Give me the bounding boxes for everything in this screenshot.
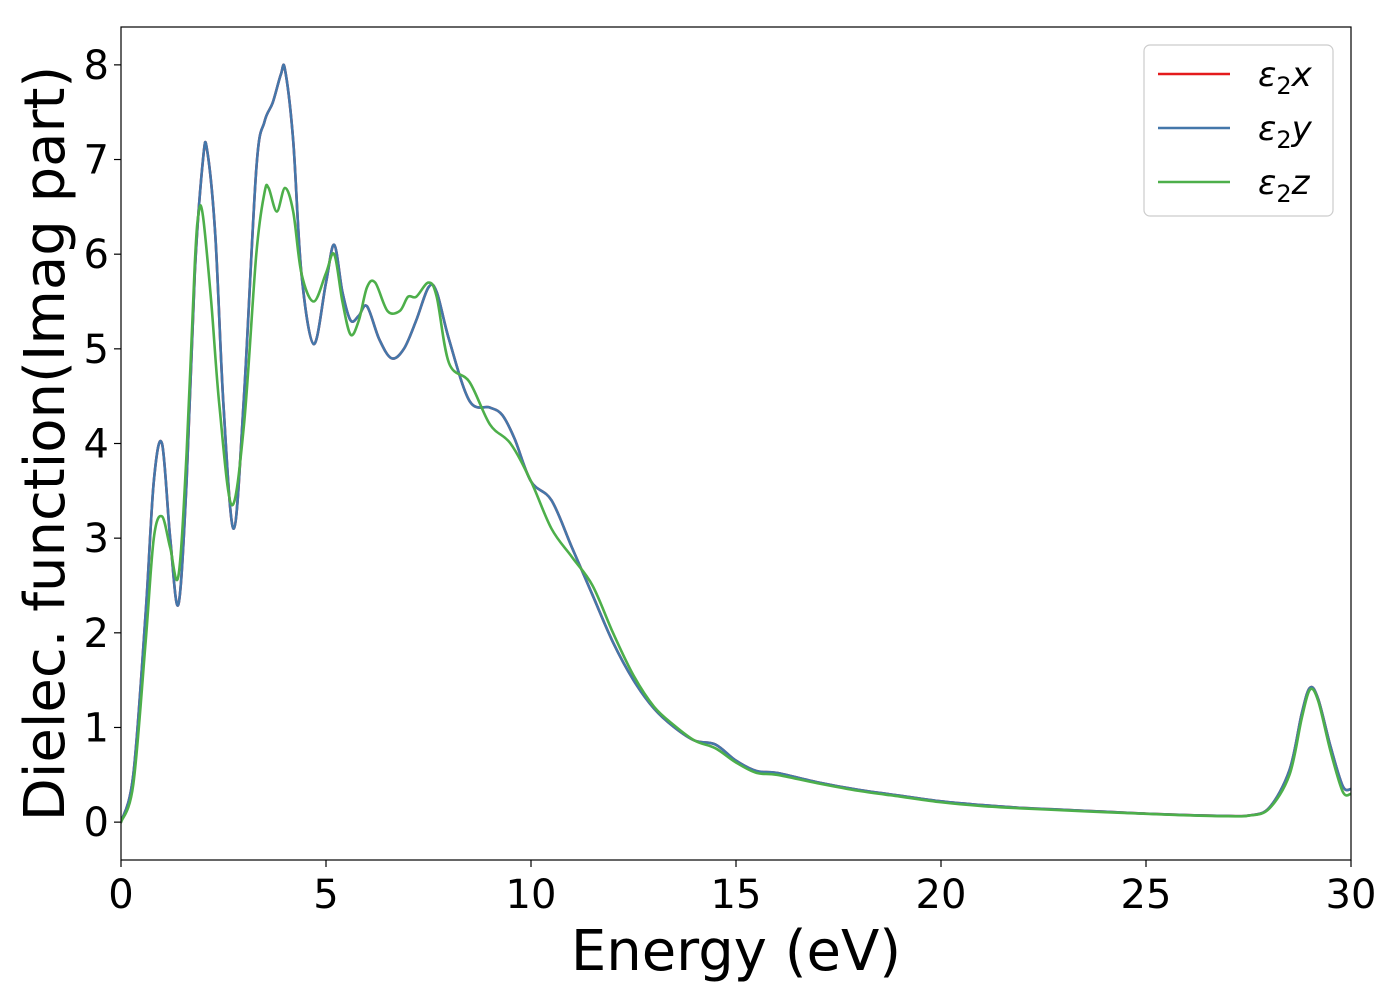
x-tick-label: 10 xyxy=(506,872,557,918)
y-tick-label: 4 xyxy=(84,422,109,468)
y-tick-label: 6 xyxy=(84,232,109,278)
y-tick-label: 0 xyxy=(84,800,109,846)
x-tick-label: 30 xyxy=(1326,872,1377,918)
x-tick-label: 25 xyxy=(1121,872,1172,918)
y-tick-label: 2 xyxy=(84,611,109,657)
x-tick-label: 20 xyxy=(916,872,967,918)
y-tick-label: 1 xyxy=(84,705,109,751)
y-tick-label: 3 xyxy=(84,516,109,562)
legend-label-z: ε2z xyxy=(1258,163,1311,208)
x-tick-label: 15 xyxy=(711,872,762,918)
legend-box xyxy=(1143,44,1334,217)
legend-label-x: ε2x xyxy=(1258,55,1313,100)
axes-layer: 0 5 10 15 20 25 30 0 1 2 3 4 5 6 7 8 xyxy=(84,26,1377,918)
x-tick-label: 0 xyxy=(108,872,133,918)
x-tick-label: 5 xyxy=(313,872,338,918)
y-tick-label: 8 xyxy=(84,43,109,89)
y-axis-label: Dielec. function(Imag part) xyxy=(13,66,78,822)
series-line-z xyxy=(121,183,1351,824)
legend-label-y: ε2y xyxy=(1258,109,1313,154)
y-tick-label: 7 xyxy=(84,138,109,184)
y-tick-label: 5 xyxy=(84,327,109,373)
x-axis-label: Energy (eV) xyxy=(571,919,901,984)
series-layer xyxy=(121,63,1351,824)
legend: ε2x ε2y ε2z xyxy=(1143,44,1334,217)
